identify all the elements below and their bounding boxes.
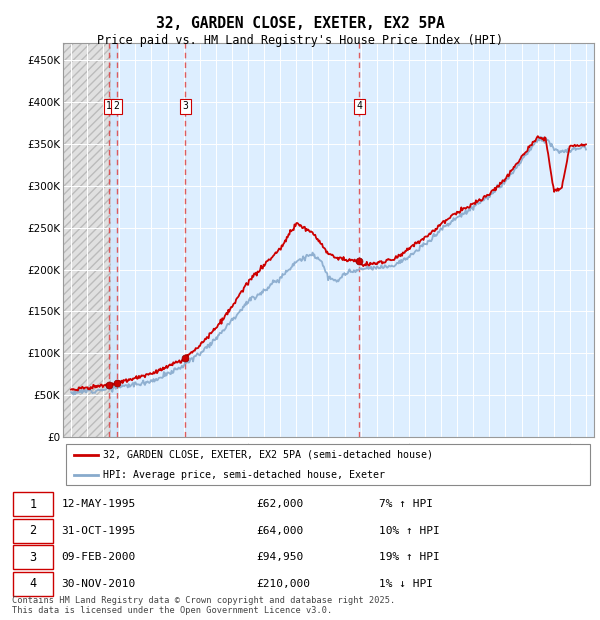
FancyBboxPatch shape (13, 572, 53, 596)
FancyBboxPatch shape (65, 444, 590, 485)
Text: 09-FEB-2000: 09-FEB-2000 (61, 552, 136, 562)
Text: 2: 2 (29, 525, 37, 538)
FancyBboxPatch shape (13, 519, 53, 542)
Text: 7% ↑ HPI: 7% ↑ HPI (379, 499, 433, 509)
FancyBboxPatch shape (13, 546, 53, 569)
Text: 4: 4 (29, 577, 37, 590)
Text: 4: 4 (356, 101, 362, 111)
Text: 32, GARDEN CLOSE, EXETER, EX2 5PA (semi-detached house): 32, GARDEN CLOSE, EXETER, EX2 5PA (semi-… (103, 450, 433, 459)
Text: £64,000: £64,000 (256, 526, 304, 536)
Text: 1: 1 (29, 498, 37, 511)
Text: 12-MAY-1995: 12-MAY-1995 (61, 499, 136, 509)
Text: HPI: Average price, semi-detached house, Exeter: HPI: Average price, semi-detached house,… (103, 470, 385, 480)
Text: 10% ↑ HPI: 10% ↑ HPI (379, 526, 439, 536)
Text: Price paid vs. HM Land Registry's House Price Index (HPI): Price paid vs. HM Land Registry's House … (97, 34, 503, 47)
Text: 3: 3 (29, 551, 37, 564)
Text: £62,000: £62,000 (256, 499, 304, 509)
Text: Contains HM Land Registry data © Crown copyright and database right 2025.
This d: Contains HM Land Registry data © Crown c… (12, 596, 395, 615)
Bar (109, 43, 116, 437)
Text: £210,000: £210,000 (256, 579, 310, 589)
Text: 19% ↑ HPI: 19% ↑ HPI (379, 552, 439, 562)
Text: 3: 3 (182, 101, 188, 111)
Text: 32, GARDEN CLOSE, EXETER, EX2 5PA: 32, GARDEN CLOSE, EXETER, EX2 5PA (155, 16, 445, 30)
Text: 31-OCT-1995: 31-OCT-1995 (61, 526, 136, 536)
FancyBboxPatch shape (13, 492, 53, 516)
Text: £94,950: £94,950 (256, 552, 304, 562)
Text: 1% ↓ HPI: 1% ↓ HPI (379, 579, 433, 589)
Text: 2: 2 (113, 101, 119, 111)
Text: 1: 1 (106, 101, 112, 111)
Text: 30-NOV-2010: 30-NOV-2010 (61, 579, 136, 589)
